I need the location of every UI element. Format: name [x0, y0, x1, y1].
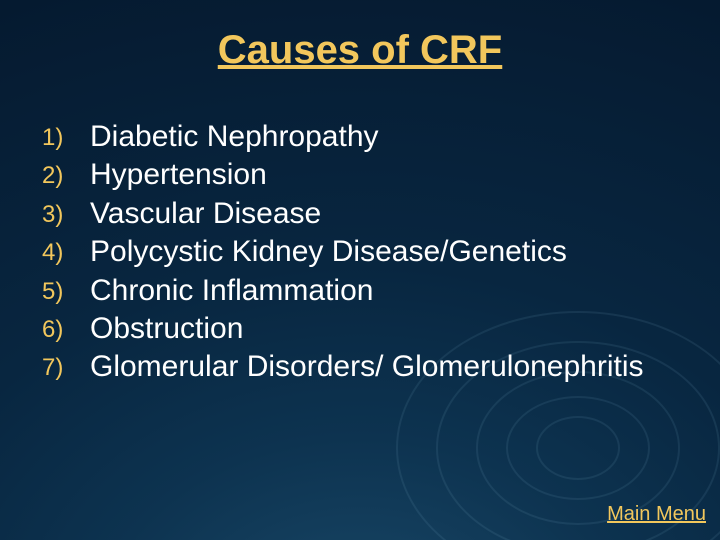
list-text: Chronic Inflammation — [90, 272, 373, 310]
list-number: 1) — [42, 118, 90, 154]
list-item: 7) Glomerular Disorders/ Glomerulonephri… — [42, 348, 680, 386]
list-text: Obstruction — [90, 310, 243, 348]
slide-title: Causes of CRF — [0, 28, 720, 73]
list-text: Diabetic Nephropathy — [90, 118, 379, 156]
list-item: 2) Hypertension — [42, 156, 680, 194]
list-item: 6) Obstruction — [42, 310, 680, 348]
list-text: Polycystic Kidney Disease/Genetics — [90, 233, 567, 271]
list-number: 2) — [42, 156, 90, 192]
list-number: 5) — [42, 272, 90, 308]
slide: Causes of CRF 1) Diabetic Nephropathy 2)… — [0, 0, 720, 540]
list-item: 4) Polycystic Kidney Disease/Genetics — [42, 233, 680, 271]
list-item: 5) Chronic Inflammation — [42, 272, 680, 310]
list-text: Glomerular Disorders/ Glomerulonephritis — [90, 348, 644, 386]
list-item: 3) Vascular Disease — [42, 195, 680, 233]
causes-list: 1) Diabetic Nephropathy 2) Hypertension … — [42, 118, 680, 387]
list-number: 7) — [42, 348, 90, 384]
list-number: 6) — [42, 310, 90, 346]
main-menu-link[interactable]: Main Menu — [607, 503, 706, 526]
list-item: 1) Diabetic Nephropathy — [42, 118, 680, 156]
list-number: 4) — [42, 233, 90, 269]
list-text: Hypertension — [90, 156, 267, 194]
list-number: 3) — [42, 195, 90, 231]
list-text: Vascular Disease — [90, 195, 321, 233]
